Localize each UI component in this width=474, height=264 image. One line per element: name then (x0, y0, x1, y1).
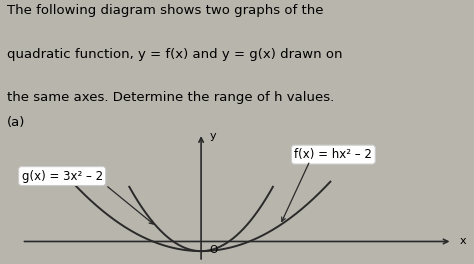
Text: x: x (460, 237, 466, 247)
Text: f(x) = hx² – 2: f(x) = hx² – 2 (294, 148, 373, 161)
Text: The following diagram shows two graphs of the: The following diagram shows two graphs o… (7, 4, 324, 17)
Text: the same axes. Determine the range of h values.: the same axes. Determine the range of h … (7, 91, 334, 104)
Text: y: y (210, 131, 216, 141)
Text: (a): (a) (7, 116, 26, 129)
Text: g(x) = 3x² – 2: g(x) = 3x² – 2 (21, 169, 103, 182)
Text: O: O (210, 245, 218, 255)
Text: quadratic function, y = f(x) and y = g(x) drawn on: quadratic function, y = f(x) and y = g(x… (7, 48, 343, 60)
